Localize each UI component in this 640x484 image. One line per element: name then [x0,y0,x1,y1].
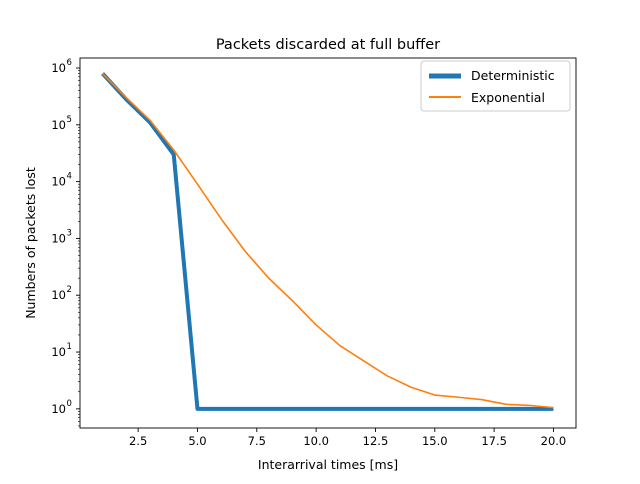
x-tick-label: 17.5 [481,434,507,448]
y-tick-label: 10 [51,61,66,75]
y-tick-exponent: 6 [67,58,72,68]
chart-title: Packets discarded at full buffer [216,37,440,53]
y-tick-exponent: 1 [67,342,72,352]
y-tick-label: 10 [51,231,66,245]
y-axis-label: Numbers of packets lost [23,167,38,319]
x-tick-label: 5.0 [188,434,206,448]
y-tick-exponent: 2 [67,285,72,295]
x-tick-label: 12.5 [363,434,389,448]
y-tick-label: 10 [51,175,66,189]
y-tick-label: 10 [51,345,66,359]
y-tick-label: 10 [51,288,66,302]
legend: Deterministic Exponential [420,60,571,112]
y-tick-label: 10 [51,402,66,416]
y-tick-label: 10 [51,118,66,132]
x-tick-label: 2.5 [129,434,147,448]
axes-frame [79,57,577,429]
y-tick-exponent: 3 [67,228,72,238]
x-tick-label: 20.0 [541,434,567,448]
y-tick-exponent: 4 [67,172,72,182]
y-tick-exponent: 0 [67,399,72,409]
x-tick-label: 7.5 [248,434,266,448]
legend-label-exponential: Exponential [471,90,545,105]
y-tick-exponent: 5 [67,115,72,125]
series-line-deterministic [101,72,554,411]
series-line-exponential [101,72,554,409]
x-tick-label: 10.0 [303,434,329,448]
legend-label-deterministic: Deterministic [471,68,555,83]
x-tick-label: 15.0 [422,434,448,448]
x-axis-label: Interarrival times [ms] [258,457,398,472]
